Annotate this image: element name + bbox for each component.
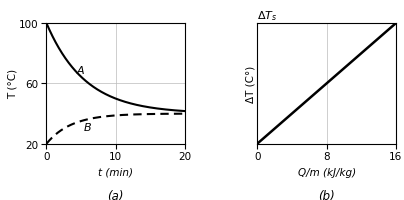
Y-axis label: T (°C): T (°C) [8,69,18,99]
Text: (b): (b) [318,189,335,200]
Text: $\Delta T_s$: $\Delta T_s$ [257,9,278,23]
Text: (a): (a) [107,189,124,200]
X-axis label: Q/m (kJ/kg): Q/m (kJ/kg) [297,167,356,177]
X-axis label: t (min): t (min) [98,167,133,177]
Text: $B$: $B$ [82,121,91,132]
Y-axis label: ΔT (C°): ΔT (C°) [246,65,256,103]
Text: $A$: $A$ [76,64,85,75]
